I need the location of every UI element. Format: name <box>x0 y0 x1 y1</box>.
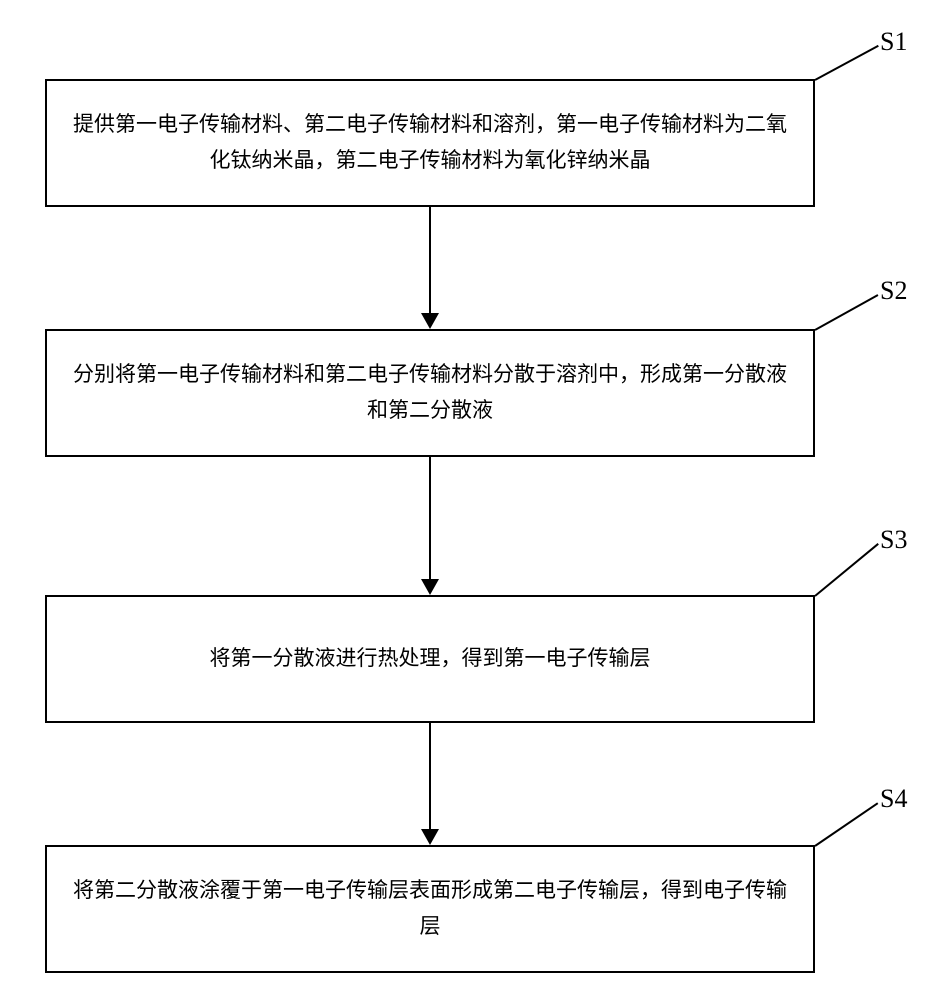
arrow-head-icon <box>421 829 439 845</box>
arrow-line <box>429 457 431 579</box>
step-text-s1: 提供第一电子传输材料、第二电子传输材料和溶剂，第一电子传输材料为二氧化钛纳米晶，… <box>67 107 793 178</box>
step-box-s1: 提供第一电子传输材料、第二电子传输材料和溶剂，第一电子传输材料为二氧化钛纳米晶，… <box>45 79 815 207</box>
arrow-head-icon <box>421 313 439 329</box>
step-box-s3: 将第一分散液进行热处理，得到第一电子传输层 <box>45 595 815 723</box>
arrow-head-icon <box>421 579 439 595</box>
step-text-s3: 将第一分散液进行热处理，得到第一电子传输层 <box>210 641 651 677</box>
arrow-line <box>429 207 431 313</box>
step-box-s4: 将第二分散液涂覆于第一电子传输层表面形成第二电子传输层，得到电子传输层 <box>45 845 815 973</box>
step-text-s2: 分别将第一电子传输材料和第二电子传输材料分散于溶剂中，形成第一分散液和第二分散液 <box>67 357 793 428</box>
leader-line <box>814 543 878 597</box>
flowchart-canvas: 提供第一电子传输材料、第二电子传输材料和溶剂，第一电子传输材料为二氧化钛纳米晶，… <box>0 0 947 1000</box>
leader-line <box>814 802 878 847</box>
arrow-line <box>429 723 431 829</box>
step-label-s4: S4 <box>880 784 907 814</box>
step-label-s2: S2 <box>880 276 907 306</box>
step-text-s4: 将第二分散液涂覆于第一电子传输层表面形成第二电子传输层，得到电子传输层 <box>67 873 793 944</box>
step-label-s3: S3 <box>880 525 907 555</box>
step-box-s2: 分别将第一电子传输材料和第二电子传输材料分散于溶剂中，形成第一分散液和第二分散液 <box>45 329 815 457</box>
leader-line <box>815 294 879 331</box>
step-label-s1: S1 <box>880 27 907 57</box>
leader-line <box>815 45 879 81</box>
